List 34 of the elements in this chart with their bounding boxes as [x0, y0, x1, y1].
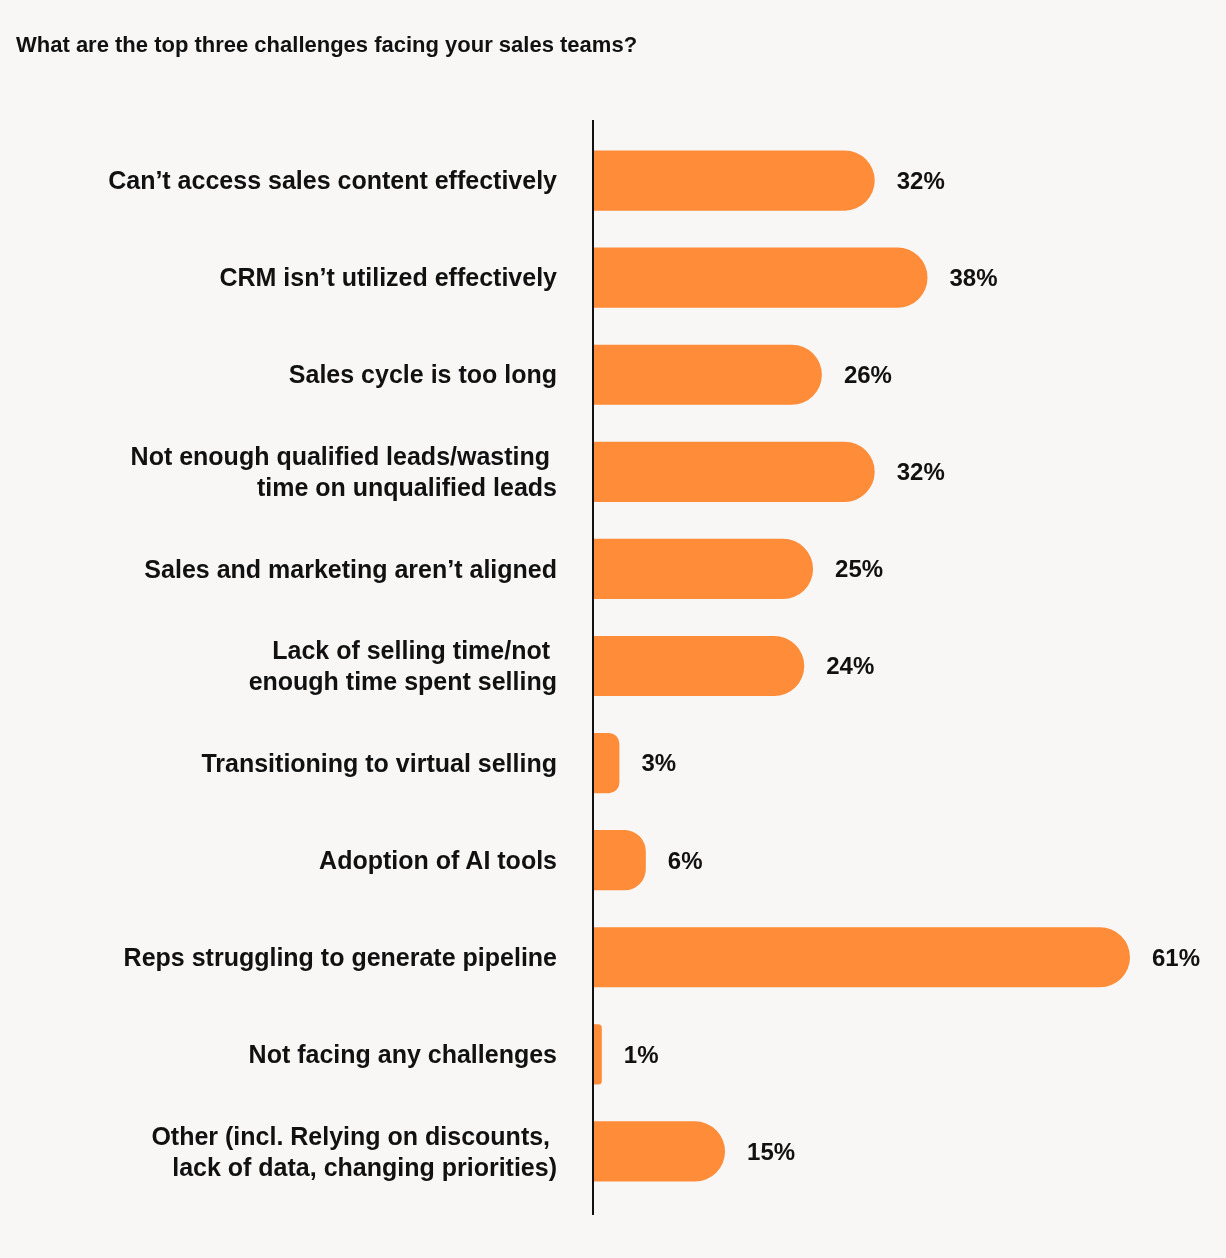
bar — [593, 538, 814, 600]
bar — [593, 247, 928, 308]
y-tick-label: Not facing any challenges — [248, 1040, 557, 1069]
y-tick-label: Not enough qualified leads/wasting time on unqualified leads — [130, 442, 557, 502]
data-label: 61% — [1152, 943, 1201, 971]
y-tick-label: Sales cycle is too long — [288, 360, 557, 389]
data-label: 25% — [835, 555, 884, 583]
bar — [593, 732, 620, 794]
data-label: 24% — [826, 652, 875, 680]
data-label: 32% — [896, 458, 945, 486]
bar — [593, 1121, 726, 1182]
bar — [593, 1024, 602, 1085]
y-tick-label: Sales and marketing aren’t aligned — [144, 554, 557, 583]
bar — [593, 635, 805, 697]
data-label: 26% — [843, 361, 892, 389]
bar — [593, 344, 822, 405]
bar — [593, 927, 1130, 988]
data-label: 1% — [623, 1040, 659, 1068]
y-tick-label: Can’t access sales content effectively — [108, 166, 558, 195]
y-tick-label: Reps struggling to generate pipeline — [123, 943, 558, 972]
bar — [593, 830, 646, 891]
y-tick-label: Lack of selling time/not enough time spent selling — [248, 636, 557, 696]
data-label: 32% — [896, 166, 945, 194]
text: What are the top three challenges facing your sales teams? — [16, 32, 638, 57]
data-label: 6% — [667, 846, 703, 874]
y-tick-label: Transitioning to virtual selling — [201, 748, 557, 777]
y-tick-label: Adoption of AI tools — [319, 845, 557, 874]
bar — [593, 150, 875, 211]
data-label: 3% — [641, 749, 677, 777]
data-label: 38% — [949, 264, 998, 292]
y-tick-label: CRM isn’t utilized effectively — [219, 263, 558, 292]
bar — [593, 441, 875, 502]
y-tick-label: Other (incl. Relying on discounts, lack of data, changing priorities) — [151, 1121, 557, 1181]
data-label: 15% — [747, 1137, 796, 1165]
